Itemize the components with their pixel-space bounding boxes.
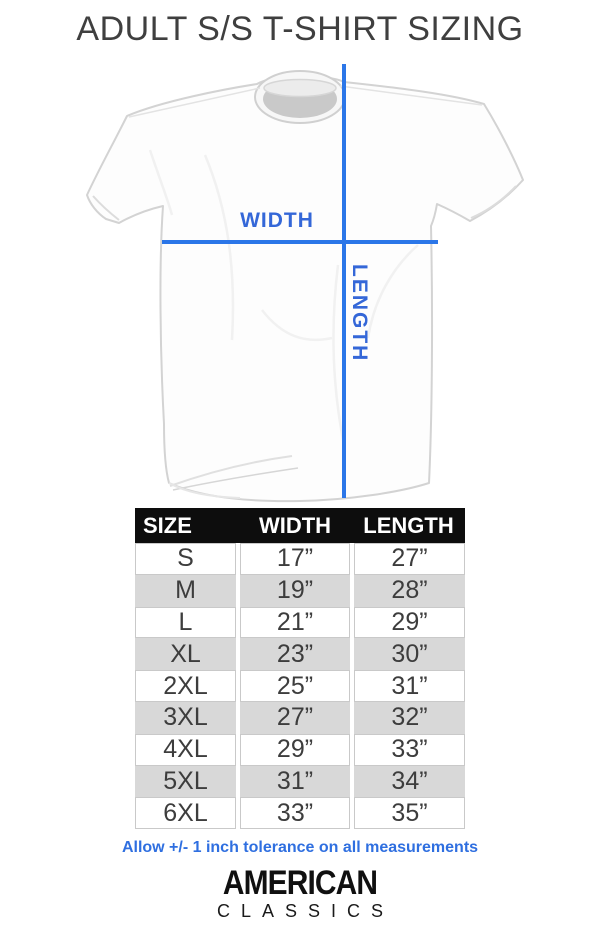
- header-size: SIZE: [143, 512, 192, 538]
- length-cell: 27”: [354, 543, 465, 575]
- length-cell: 33”: [354, 733, 465, 766]
- width-measure-line: [162, 240, 438, 244]
- size-cell: 6XL: [135, 797, 236, 830]
- width-cell: 29”: [240, 733, 350, 766]
- tshirt-icon: [86, 70, 524, 503]
- length-cell: 34”: [354, 765, 465, 798]
- size-cell: 5XL: [135, 765, 236, 798]
- width-cell: 25”: [240, 670, 350, 702]
- width-cell: 27”: [240, 701, 350, 734]
- table-row: L 21” 29”: [135, 606, 465, 639]
- tolerance-note: Allow +/- 1 inch tolerance on all measur…: [121, 839, 479, 856]
- size-cell: 4XL: [135, 733, 236, 766]
- size-cell: L: [135, 606, 236, 639]
- size-cell: S: [135, 543, 236, 575]
- length-cell: 29”: [354, 606, 465, 639]
- brand-name-classics: CLASSICS: [216, 901, 395, 921]
- width-cell: 19”: [240, 574, 350, 607]
- table-row: 2XL 25” 31”: [135, 670, 465, 702]
- table-row: 6XL 33” 35”: [135, 797, 465, 830]
- size-cell: M: [135, 574, 236, 607]
- table-row: 5XL 31” 34”: [135, 765, 465, 798]
- length-cell: 30”: [354, 638, 465, 671]
- length-cell: 31”: [354, 670, 465, 702]
- width-cell: 23”: [240, 638, 350, 671]
- width-cell: 33”: [240, 797, 350, 830]
- size-cell: 3XL: [135, 701, 236, 734]
- page-title: ADULT S/S T-SHIRT SIZING: [76, 10, 524, 48]
- size-cell: XL: [135, 638, 236, 671]
- length-cell: 35”: [354, 797, 465, 830]
- table-header-row: SIZE WIDTH LENGTH: [135, 508, 465, 543]
- length-cell: 28”: [354, 574, 465, 607]
- header-width: WIDTH: [258, 512, 332, 538]
- length-measure-line: [342, 64, 346, 498]
- size-cell: 2XL: [135, 670, 236, 702]
- length-label: LENGTH: [348, 264, 371, 363]
- table-body: S 17” 27” M 19” 28” L 21” 29” XL 23” 30”…: [135, 543, 465, 830]
- width-cell: 21”: [240, 606, 350, 639]
- table-row: 3XL 27” 32”: [135, 701, 465, 734]
- length-cell: 32”: [354, 701, 465, 734]
- size-chart-table: SIZE WIDTH LENGTH S 17” 27” M 19” 28” L …: [135, 508, 465, 830]
- table-row: 4XL 29” 33”: [135, 733, 465, 766]
- table-row: XL 23” 30”: [135, 638, 465, 671]
- width-label: WIDTH: [240, 209, 314, 232]
- width-cell: 31”: [240, 765, 350, 798]
- table-row: S 17” 27”: [135, 543, 465, 575]
- brand-name-american: AMERICAN: [222, 864, 378, 902]
- header-length: LENGTH: [363, 512, 454, 538]
- width-cell: 17”: [240, 543, 350, 575]
- table-row: M 19” 28”: [135, 574, 465, 607]
